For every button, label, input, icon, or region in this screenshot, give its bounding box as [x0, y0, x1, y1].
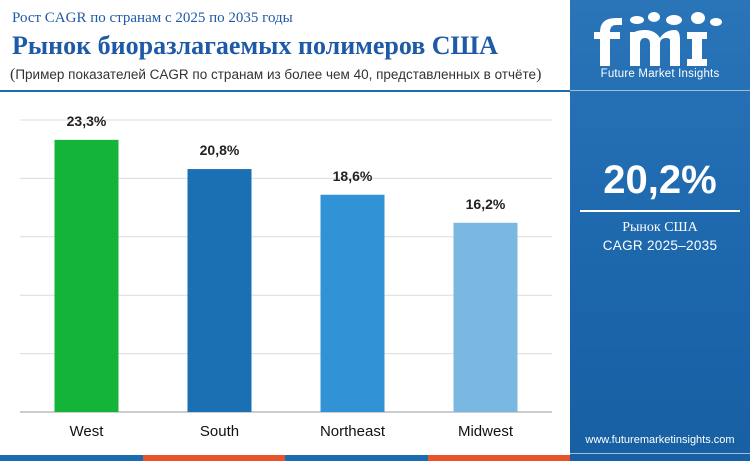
- website-link[interactable]: www.futuremarketinsights.com: [585, 434, 735, 446]
- bottom-stripe-segment: [142, 455, 285, 461]
- bottom-stripe-segment: [427, 455, 570, 461]
- bar-west: [54, 139, 119, 412]
- chart-header: Рост CAGR по странам с 2025 по 2035 годы…: [0, 0, 570, 92]
- chart-title: Рынок биоразлагаемых полимеров США: [12, 31, 498, 60]
- bar-south: [187, 169, 252, 412]
- note-close-paren: ): [536, 66, 542, 83]
- highlight-cagr-value: 20,2%: [603, 158, 717, 202]
- category-label-west: West: [70, 423, 105, 440]
- value-label-northeast: 18,6%: [333, 168, 373, 184]
- category-label-south: South: [200, 423, 239, 440]
- sidebar-panel: Future Market Insights 20,2% Рынок США C…: [570, 0, 750, 461]
- highlight-label-period: CAGR 2025–2035: [602, 238, 718, 253]
- bottom-stripe: [0, 455, 570, 461]
- category-label-northeast: Northeast: [320, 423, 386, 440]
- bottom-stripe-segment: [285, 455, 428, 461]
- value-label-south: 20,8%: [200, 142, 240, 158]
- chart-category-labels: West South Northeast Midwest: [70, 423, 514, 440]
- note-open-paren: (: [10, 66, 16, 83]
- value-label-midwest: 16,2%: [466, 196, 506, 212]
- brand-tagline: Future Market Insights: [600, 68, 720, 80]
- bar-midwest: [453, 222, 518, 412]
- chart-note: (Пример показателей CAGR по странам из б…: [10, 66, 541, 84]
- fmi-logo-icon: [594, 12, 722, 66]
- bottom-stripe-segment: [0, 455, 143, 461]
- value-label-west: 23,3%: [67, 113, 107, 129]
- category-label-midwest: Midwest: [458, 423, 514, 440]
- sidebar-divider-bottom: [570, 453, 750, 454]
- sidebar-divider-mid: [580, 210, 740, 212]
- chart-bars: [54, 139, 518, 412]
- header-divider: [0, 90, 570, 92]
- chart-value-labels: 23,3% 20,8% 18,6% 16,2%: [67, 113, 506, 212]
- bar-chart: 23,3% 20,8% 18,6% 16,2% West South Northeast M…: [20, 113, 552, 440]
- bar-northeast: [320, 194, 385, 412]
- sidebar-divider-top: [570, 90, 750, 91]
- highlight-label-market: Рынок США: [622, 220, 698, 235]
- chart-subtitle: Рост CAGR по странам с 2025 по 2035 годы: [12, 10, 293, 26]
- note-text: Пример показателей CAGR по странам из бо…: [15, 67, 537, 82]
